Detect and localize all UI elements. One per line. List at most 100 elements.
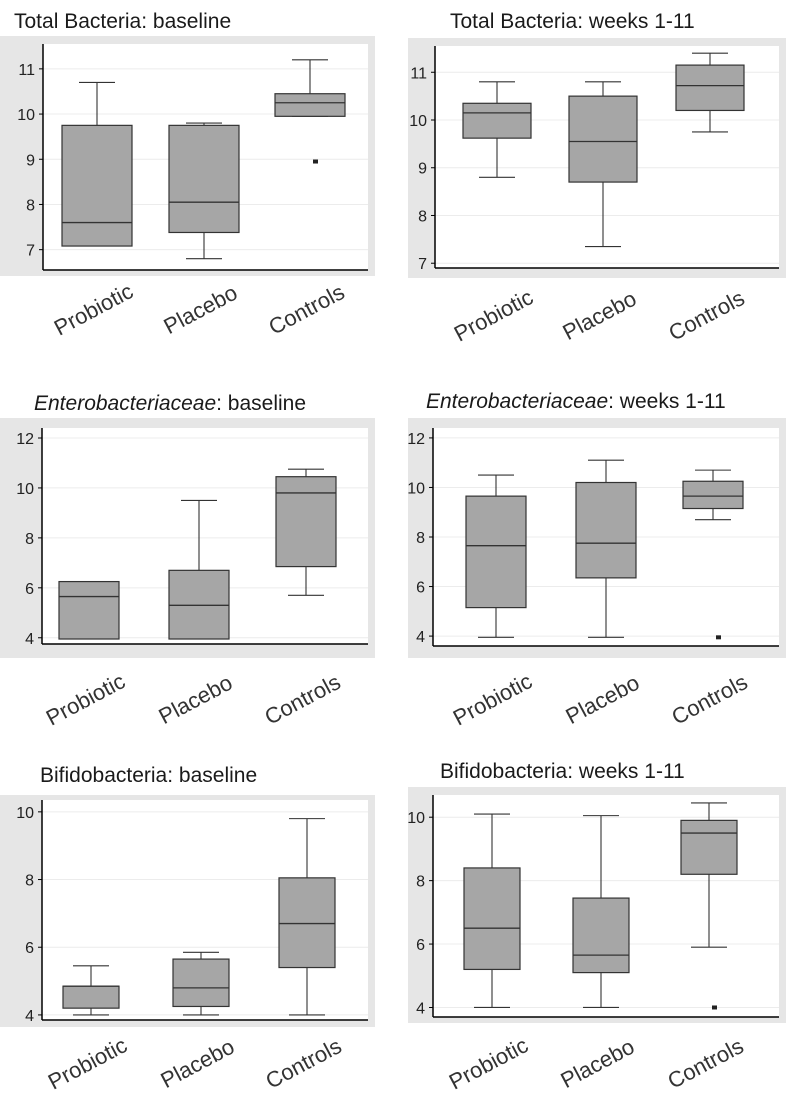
title-part: Bifidobacteria: baseline bbox=[40, 764, 257, 787]
y-tick-label: 10 bbox=[409, 113, 427, 130]
box-placebo bbox=[172, 951, 230, 1016]
title-part: Total Bacteria: baseline bbox=[14, 10, 231, 33]
y-tick-label: 4 bbox=[25, 1008, 34, 1025]
box-placebo bbox=[575, 459, 637, 638]
iqr-box bbox=[462, 102, 532, 139]
y-tick-label: 6 bbox=[25, 940, 34, 957]
chart-title: Enterobacteriaceae: baseline bbox=[34, 392, 306, 415]
y-tick-label: 12 bbox=[16, 431, 34, 448]
chart-panel-4: 4 6 8 10 12 Probiotic Placebo Controls Enterobac… bbox=[407, 390, 786, 731]
iqr-box bbox=[465, 495, 527, 609]
y-tick-label: 8 bbox=[416, 874, 425, 891]
chart-panel-1: 7 8 9 10 11 Probiotic Placebo Controls Total Bac… bbox=[0, 10, 375, 341]
x-category-label: Probiotic bbox=[450, 284, 537, 346]
x-category-label: Controls bbox=[264, 279, 348, 340]
box-controls bbox=[682, 469, 744, 640]
box-placebo bbox=[568, 81, 638, 248]
y-tick-label: 8 bbox=[26, 197, 35, 214]
y-tick-label: 9 bbox=[418, 161, 427, 178]
chart-panel-6: 4 6 8 10 Probiotic Placebo Controls Bifidobacte… bbox=[407, 760, 786, 1095]
x-category-label: Probiotic bbox=[44, 1032, 131, 1094]
x-category-label: Placebo bbox=[157, 1034, 239, 1093]
y-tick-label: 10 bbox=[407, 480, 425, 497]
box-controls bbox=[680, 802, 738, 1010]
box-probiotic bbox=[465, 474, 527, 638]
iqr-box bbox=[58, 580, 120, 640]
box-controls bbox=[275, 468, 337, 596]
box-probiotic bbox=[463, 813, 521, 1009]
title-part: Bifidobacteria: weeks 1-11 bbox=[440, 760, 685, 783]
y-tick-label: 8 bbox=[25, 873, 34, 890]
x-category-label: Placebo bbox=[160, 280, 242, 339]
title-part: : weeks 1-11 bbox=[608, 390, 726, 413]
x-category-label: Probiotic bbox=[445, 1032, 532, 1094]
x-category-label: Probiotic bbox=[449, 668, 536, 730]
y-tick-label: 12 bbox=[407, 431, 425, 448]
box-placebo bbox=[572, 815, 630, 1009]
iqr-box bbox=[274, 93, 346, 117]
chart-title: Bifidobacteria: baseline bbox=[40, 764, 257, 787]
iqr-box bbox=[168, 124, 240, 234]
title-part: Enterobacteriaceae bbox=[426, 390, 608, 413]
box-probiotic bbox=[61, 81, 133, 247]
y-tick-label: 6 bbox=[25, 581, 34, 598]
box-probiotic bbox=[462, 81, 532, 178]
chart-title: Enterobacteriaceae: weeks 1-11 bbox=[426, 390, 726, 413]
title-part: : baseline bbox=[216, 392, 306, 415]
title-part: Total Bacteria: weeks 1-11 bbox=[450, 10, 695, 33]
x-category-label: Controls bbox=[260, 669, 344, 730]
chart-panel-2: 7 8 9 10 11 Probiotic Placebo Controls Total Bac… bbox=[408, 10, 786, 347]
iqr-box bbox=[62, 985, 120, 1009]
title-part: Enterobacteriaceae bbox=[34, 392, 216, 415]
y-tick-label: 8 bbox=[418, 208, 427, 225]
chart-title: Total Bacteria: weeks 1-11 bbox=[450, 10, 695, 33]
y-tick-label: 9 bbox=[26, 152, 35, 169]
y-tick-label: 10 bbox=[16, 805, 34, 822]
iqr-box bbox=[61, 124, 133, 247]
y-tick-label: 11 bbox=[18, 62, 35, 79]
y-tick-label: 11 bbox=[410, 65, 427, 82]
x-category-label: Placebo bbox=[559, 286, 641, 345]
y-tick-label: 8 bbox=[25, 531, 34, 548]
y-tick-label: 4 bbox=[416, 1000, 425, 1017]
y-tick-label: 10 bbox=[407, 810, 425, 827]
iqr-box bbox=[278, 877, 336, 969]
box-probiotic bbox=[58, 580, 120, 640]
x-category-label: Controls bbox=[664, 285, 748, 346]
y-tick-label: 8 bbox=[416, 530, 425, 547]
x-category-label: Probiotic bbox=[50, 278, 137, 340]
outlier-point bbox=[712, 1005, 717, 1010]
iqr-box bbox=[568, 95, 638, 183]
x-category-label: Placebo bbox=[155, 670, 237, 729]
y-tick-label: 10 bbox=[16, 481, 34, 498]
outlier-point bbox=[716, 635, 721, 640]
x-category-label: Probiotic bbox=[42, 668, 129, 730]
chart-panel-5: 4 6 8 10 Probiotic Placebo Controls Bifidobacte… bbox=[0, 764, 375, 1095]
chart-title: Bifidobacteria: weeks 1-11 bbox=[440, 760, 685, 783]
x-category-label: Controls bbox=[663, 1033, 747, 1094]
chart-title: Total Bacteria: baseline bbox=[14, 10, 231, 33]
x-category-label: Placebo bbox=[557, 1034, 639, 1093]
y-tick-label: 4 bbox=[25, 631, 34, 648]
iqr-box bbox=[463, 867, 521, 971]
box-controls bbox=[675, 52, 745, 133]
y-tick-label: 7 bbox=[26, 243, 35, 260]
iqr-box bbox=[572, 897, 630, 974]
box-controls bbox=[274, 59, 346, 164]
chart-panel-3: 4 6 8 10 12 Probiotic Placebo Controls Enterobac… bbox=[0, 392, 375, 731]
x-category-label: Controls bbox=[667, 669, 751, 730]
iqr-box bbox=[682, 480, 744, 510]
y-tick-label: 10 bbox=[17, 107, 35, 124]
y-tick-label: 6 bbox=[416, 580, 425, 597]
box-placebo bbox=[168, 499, 230, 640]
iqr-box bbox=[680, 819, 738, 875]
box-controls bbox=[278, 818, 336, 1016]
y-tick-label: 7 bbox=[418, 256, 427, 273]
iqr-box bbox=[275, 476, 337, 568]
y-tick-label: 4 bbox=[416, 629, 425, 646]
box-placebo bbox=[168, 122, 240, 260]
x-category-label: Controls bbox=[261, 1033, 345, 1094]
iqr-box bbox=[172, 958, 230, 1008]
